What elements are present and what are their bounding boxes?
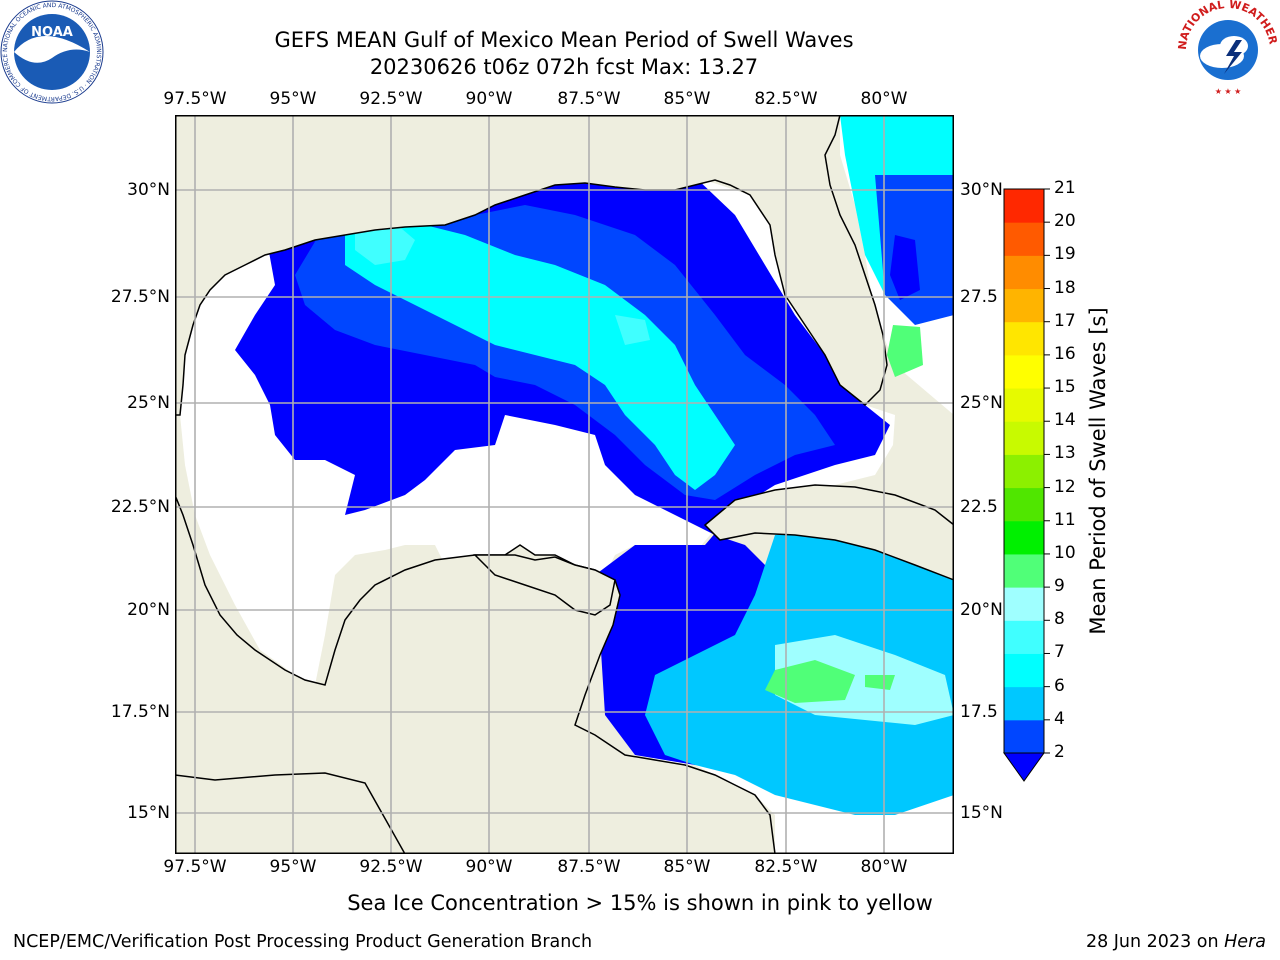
lon-label-top: 85°W — [663, 89, 711, 109]
chart-subtitle: 20230626 t06z 072h fcst Max: 13.27 — [369, 55, 759, 79]
colorbar-swatch — [1004, 354, 1044, 389]
caribbean-field-8s — [775, 635, 954, 725]
colorbar-extend-triangle — [1003, 752, 1045, 782]
caribbean-patch-9s — [865, 675, 895, 690]
colorbar-swatch — [1004, 487, 1044, 522]
lat-label-left: 20°N — [127, 600, 170, 620]
map-frame — [175, 115, 954, 854]
svg-text:★ ★ ★: ★ ★ ★ — [1215, 87, 1242, 96]
lon-label-top: 90°W — [465, 89, 513, 109]
colorbar-frame — [1003, 188, 1045, 754]
colorbar-tick-label: 16 — [1054, 343, 1076, 364]
lon-label-top: 87.5°W — [557, 89, 621, 109]
lon-label-bottom: 92.5°W — [359, 857, 423, 877]
colorbar-tick-label: 4 — [1054, 708, 1065, 729]
colorbar-tick-label: 15 — [1054, 377, 1076, 398]
lat-label-left: 22.5°N — [110, 497, 170, 517]
colorbar-tick-label: 12 — [1054, 476, 1076, 497]
swell-field-7s — [355, 223, 415, 265]
lat-label-right: 15°N — [960, 803, 1003, 823]
colorbar-label: Mean Period of Swell Waves [s] — [1086, 307, 1110, 635]
lon-label-top: 92.5°W — [359, 89, 423, 109]
colorbar-swatch — [1004, 421, 1044, 455]
lat-label-left: 15°N — [127, 803, 170, 823]
lon-label-top: 80°W — [860, 89, 908, 109]
footer-date-text: 28 Jun 2023 on — [1085, 932, 1225, 952]
noaa-logo: NATIONAL OCEANIC AND ATMOSPHERIC ADMINIS… — [0, 0, 104, 104]
colorbar-tick-label: 21 — [1054, 178, 1076, 198]
colorbar-tick-label: 18 — [1054, 277, 1076, 298]
gulf-of-mexico-map — [175, 115, 954, 854]
colorbar-swatch — [1004, 620, 1044, 654]
florida-east-2s — [890, 235, 920, 300]
lon-label-bottom: 90°W — [465, 857, 513, 877]
colorbar-tick-label: 14 — [1054, 410, 1076, 431]
swell-field-6s — [345, 220, 735, 490]
footer-machine: Hera — [1224, 932, 1266, 952]
colorbar-tick-label: 20 — [1054, 211, 1076, 232]
florida-strait-9s — [887, 325, 923, 377]
lon-label-bottom: 97.5°W — [163, 857, 227, 877]
lon-label-bottom: 87.5°W — [557, 857, 621, 877]
lat-label-right: 25°N — [960, 393, 1003, 413]
colorbar-swatch — [1004, 653, 1044, 688]
colorbar-tick-label: 9 — [1054, 576, 1065, 597]
swell-patch-7s — [615, 315, 650, 345]
caribbean-field-9s — [765, 660, 855, 703]
colorbar-swatch — [1004, 288, 1044, 323]
lon-label-top: 82.5°W — [754, 89, 818, 109]
lon-label-bottom: 80°W — [860, 857, 908, 877]
colorbar-swatch — [1004, 388, 1044, 422]
colorbar-tick-label: 11 — [1054, 509, 1076, 530]
yucatan-landmass — [473, 554, 616, 616]
colorbar-swatch — [1004, 719, 1044, 754]
lat-label-right: 30°N — [960, 180, 1003, 200]
nws-logo: NATIONAL WEATHER SERVICE ★ ★ ★ — [1176, 0, 1280, 96]
lat-label-right: 17.5 — [960, 702, 998, 722]
lon-label-top: 97.5°W — [163, 89, 227, 109]
colorbar-tick-label: 2 — [1054, 742, 1065, 762]
colorbar-swatch — [1004, 553, 1044, 588]
colorbar-tick-label: 19 — [1054, 244, 1076, 265]
colorbar-tick-label: 6 — [1054, 675, 1065, 696]
colorbar-tick-label: 13 — [1054, 443, 1076, 464]
footer-credit: NCEP/EMC/Verification Post Processing Pr… — [13, 932, 593, 952]
colorbar-swatch — [1004, 321, 1044, 356]
colorbar-swatch — [1004, 587, 1044, 621]
map-gridlines — [175, 115, 954, 854]
lon-label-top: 95°W — [269, 89, 317, 109]
mexico-landmass — [175, 494, 776, 854]
colorbar-swatch — [1004, 222, 1044, 256]
lat-label-right: 27.5 — [960, 287, 998, 307]
colorbar-swatch — [1004, 686, 1044, 721]
colorbar-swatch — [1004, 520, 1044, 555]
lat-label-right: 22.5 — [960, 497, 998, 517]
colorbar-tick-label: 10 — [1054, 542, 1076, 563]
colorbar-swatch — [1004, 189, 1044, 223]
svg-text:NOAA: NOAA — [31, 25, 73, 40]
lat-label-left: 25°N — [127, 393, 170, 413]
cuba-landmass — [703, 484, 954, 581]
colorbar-tick-label: 7 — [1054, 642, 1065, 663]
lon-label-bottom: 85°W — [663, 857, 711, 877]
lat-label-right: 20°N — [960, 600, 1003, 620]
colorbar-swatch — [1004, 255, 1044, 290]
sea-ice-note: Sea Ice Concentration > 15% is shown in … — [347, 891, 933, 915]
colorbar — [1003, 188, 1050, 782]
lat-label-left: 17.5°N — [110, 702, 170, 722]
lat-label-left: 30°N — [127, 180, 170, 200]
lon-label-bottom: 95°W — [269, 857, 317, 877]
footer-date: 28 Jun 2023 on Hera — [1086, 932, 1266, 952]
lat-label-left: 27.5°N — [110, 287, 170, 307]
colorbar-tick-label: 17 — [1054, 310, 1076, 331]
lon-label-bottom: 82.5°W — [754, 857, 818, 877]
colorbar-swatch — [1004, 454, 1044, 489]
colorbar-tick-label: 8 — [1054, 609, 1065, 630]
chart-title: GEFS MEAN Gulf of Mexico Mean Period of … — [274, 28, 854, 52]
